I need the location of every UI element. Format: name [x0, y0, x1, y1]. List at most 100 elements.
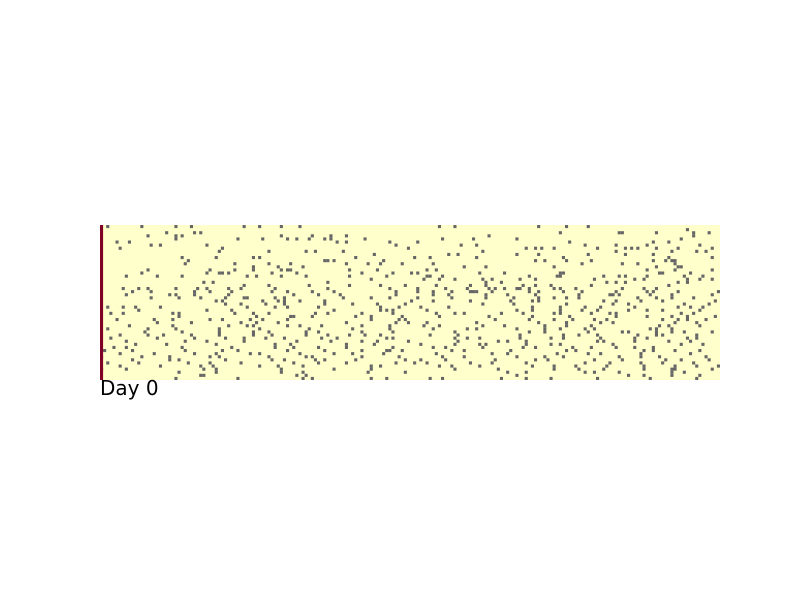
heatmap-cell: [174, 234, 178, 238]
heatmap-cell: [475, 327, 479, 331]
heatmap-cell: [270, 271, 274, 275]
heatmap-cell: [242, 296, 246, 300]
heatmap-cell: [348, 268, 352, 272]
heatmap-cell: [673, 262, 677, 266]
heatmap-cell: [382, 259, 386, 263]
heatmap-cell: [670, 330, 674, 334]
heatmap-cell: [410, 271, 414, 275]
heatmap-cell: [307, 237, 311, 241]
heatmap-cell: [326, 333, 330, 337]
heatmap-cell: [394, 293, 398, 297]
heatmap-cell: [202, 373, 206, 377]
heatmap-cell: [369, 364, 373, 368]
heatmap-cell: [682, 330, 686, 334]
heatmap-cell: [561, 333, 565, 337]
heatmap-cell: [437, 225, 441, 229]
heatmap-cell: [385, 349, 389, 353]
heatmap-cell: [716, 364, 720, 368]
heatmap-cell: [344, 342, 348, 346]
heatmap-cell: [583, 370, 587, 374]
heatmap-cell: [651, 349, 655, 353]
heatmap-cell: [304, 330, 308, 334]
heatmap-cell: [555, 274, 559, 278]
heatmap-cell: [236, 237, 240, 241]
heatmap-cell: [394, 361, 398, 365]
heatmap-cell: [620, 330, 624, 334]
heatmap-cell: [149, 243, 153, 247]
heatmap-cell: [118, 246, 122, 250]
heatmap-cell: [354, 314, 358, 318]
heatmap-cell: [289, 262, 293, 266]
heatmap-cell: [233, 268, 237, 272]
heatmap-cell: [208, 290, 212, 294]
heatmap-cell: [286, 268, 290, 272]
heatmap-cell: [323, 302, 327, 306]
heatmap-cell: [695, 376, 699, 380]
heatmap-cell: [428, 274, 432, 278]
heatmap-cell: [596, 308, 600, 312]
heatmap-cell: [549, 336, 553, 340]
heatmap-cell: [651, 259, 655, 263]
heatmap-cell: [155, 321, 159, 325]
heatmap-cell: [282, 358, 286, 362]
heatmap-cell: [667, 339, 671, 343]
heatmap-cell: [202, 280, 206, 284]
heatmap-cell: [537, 225, 541, 229]
heatmap-cell: [661, 271, 665, 275]
heatmap-cell: [599, 352, 603, 356]
heatmap-cell: [344, 321, 348, 325]
heatmap-cell: [453, 311, 457, 315]
heatmap-cell: [450, 364, 454, 368]
heatmap-cell: [537, 299, 541, 303]
heatmap-cell: [552, 311, 556, 315]
heatmap-cell: [193, 293, 197, 297]
heatmap-cell: [220, 318, 224, 322]
heatmap-cell: [199, 296, 203, 300]
heatmap-cell: [304, 355, 308, 359]
heatmap-cell: [689, 339, 693, 343]
heatmap-cell: [338, 293, 342, 297]
heatmap-cell: [121, 305, 125, 309]
heatmap-cell: [549, 376, 553, 380]
heatmap-cell: [217, 333, 221, 337]
heatmap-cell: [217, 271, 221, 275]
heatmap-cell: [236, 376, 240, 380]
heatmap-cell: [596, 333, 600, 337]
heatmap-cell: [478, 271, 482, 275]
heatmap-cell: [465, 327, 469, 331]
heatmap-cell: [267, 283, 271, 287]
heatmap-cell: [304, 373, 308, 377]
heatmap-cell: [586, 352, 590, 356]
heatmap-cell: [670, 373, 674, 377]
heatmap-cell: [565, 225, 569, 229]
heatmap-cell: [462, 349, 466, 353]
heatmap-cell: [236, 349, 240, 353]
heatmap-cell: [484, 293, 488, 297]
heatmap-cell: [140, 225, 144, 229]
heatmap-cell: [279, 268, 283, 272]
heatmap-cell: [645, 308, 649, 312]
heatmap-cell: [431, 345, 435, 349]
heatmap-cell: [323, 299, 327, 303]
heatmap-cell: [382, 352, 386, 356]
heatmap-cell: [627, 302, 631, 306]
heatmap-cell: [642, 367, 646, 371]
heatmap-cell: [403, 302, 407, 306]
heatmap-cell: [134, 305, 138, 309]
heatmap-cell: [267, 249, 271, 253]
heatmap-cell: [589, 259, 593, 263]
heatmap-cell: [230, 345, 234, 349]
heatmap-cell: [416, 290, 420, 294]
heatmap-cell: [614, 345, 618, 349]
heatmap-cell: [317, 330, 321, 334]
heatmap-cell: [661, 299, 665, 303]
heatmap-cell: [255, 314, 259, 318]
heatmap-cell: [134, 342, 138, 346]
heatmap-cell: [152, 352, 156, 356]
heatmap-cell: [214, 342, 218, 346]
heatmap-cell: [633, 336, 637, 340]
heatmap-cell: [329, 237, 333, 241]
heatmap-cell: [611, 293, 615, 297]
heatmap-cell: [258, 225, 262, 229]
